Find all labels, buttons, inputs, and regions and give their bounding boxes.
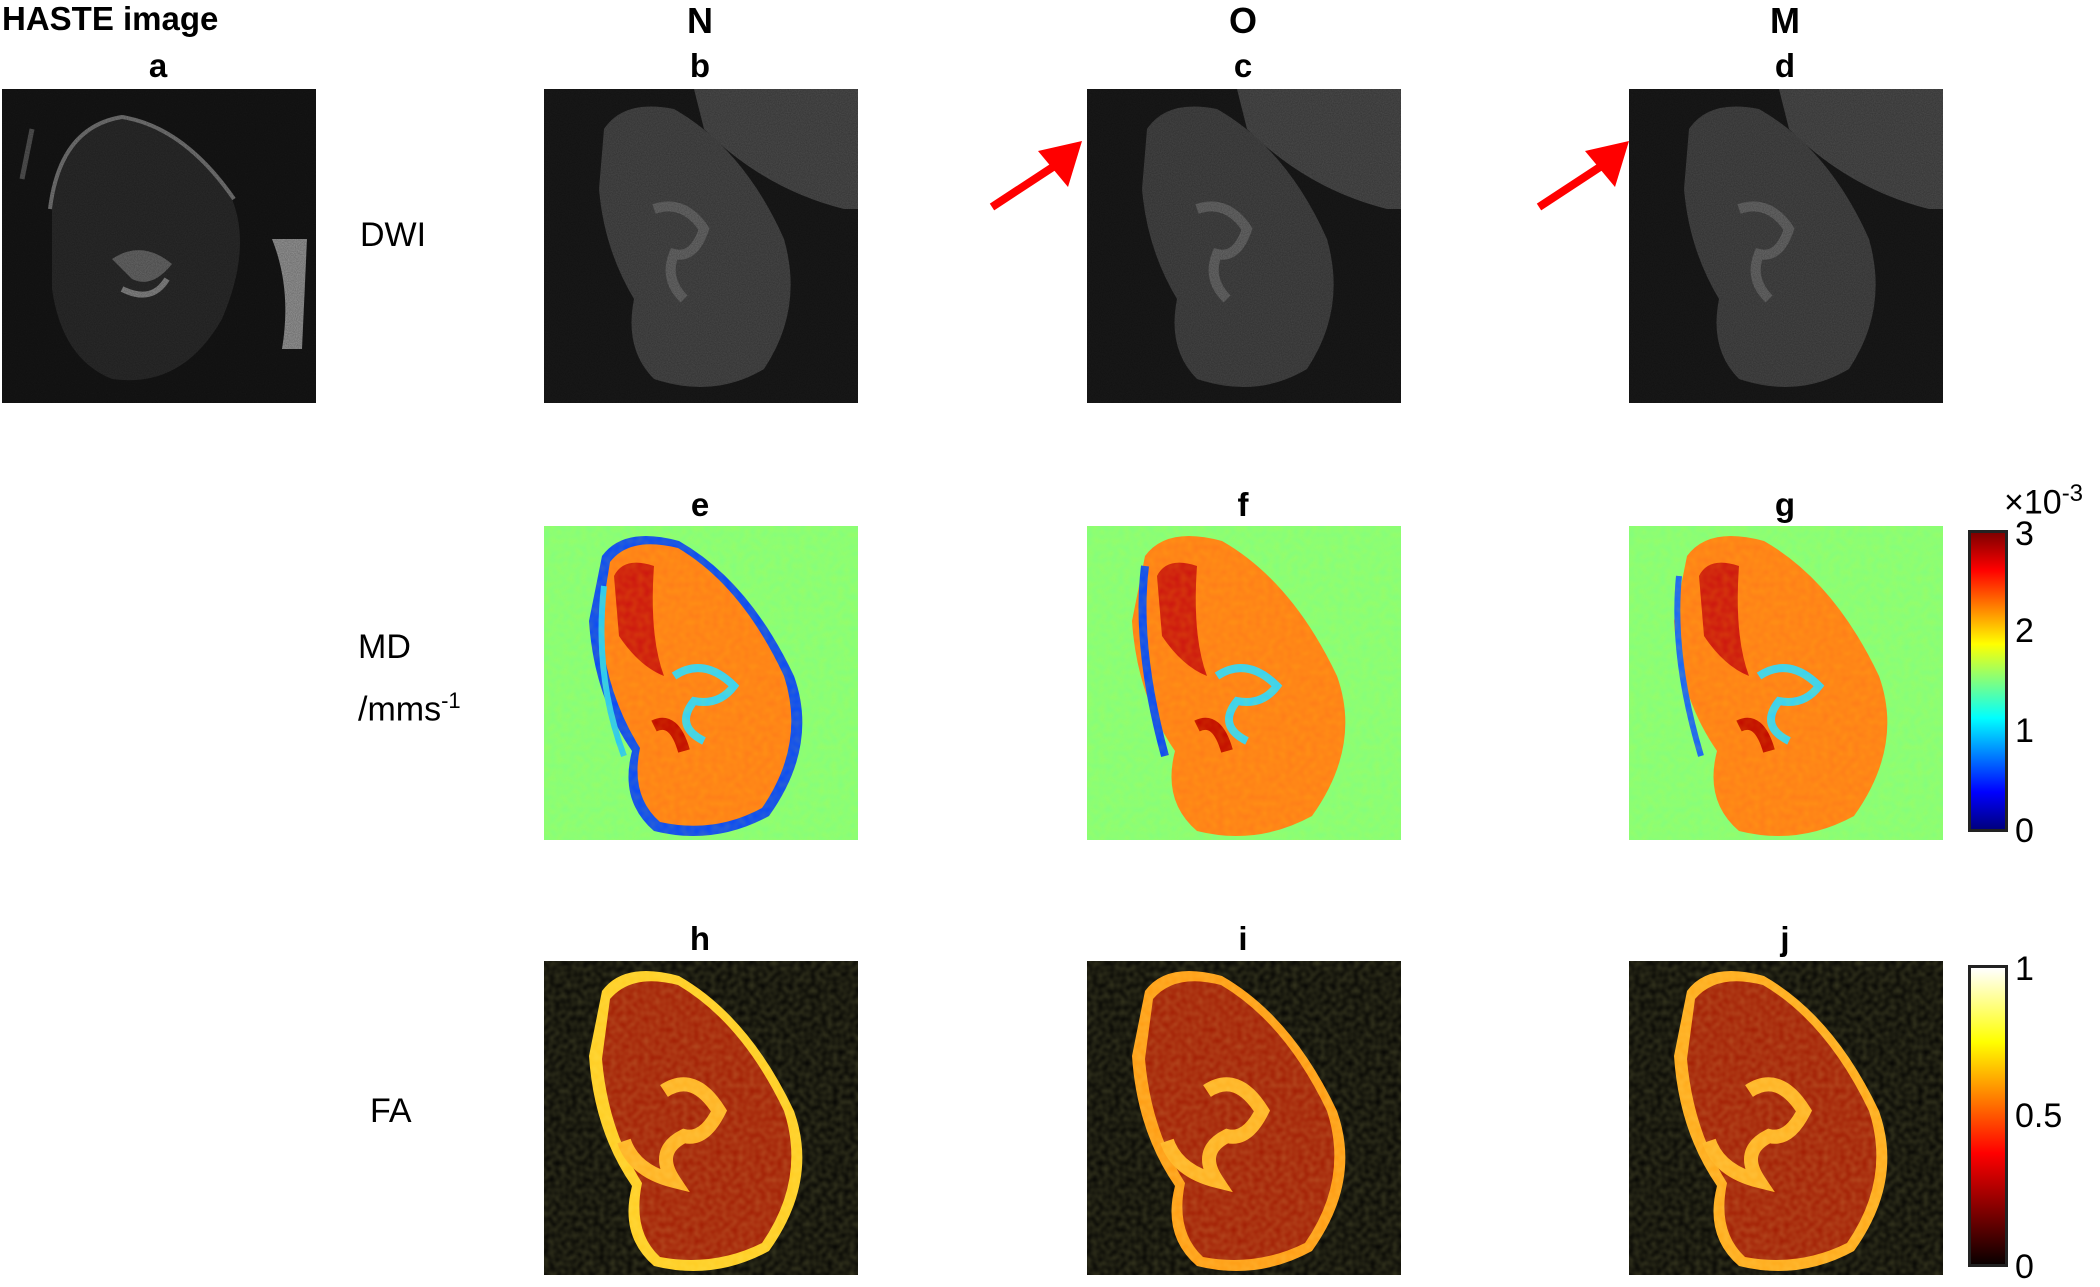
dwi-panel-o (1087, 89, 1401, 403)
md-scale-exponent: -3 (2061, 480, 2084, 507)
md-colorbar-scale: ×10-3 (2004, 480, 2083, 522)
row-label-md-unit: /mms-1 (358, 688, 461, 729)
row-label-md: MD (358, 628, 411, 666)
red-arrow-icon (989, 141, 1082, 211)
haste-image-title: HASTE image (2, 0, 219, 37)
fa-tick-0-5: 0.5 (2015, 1097, 2063, 1135)
panel-letter-i: i (1238, 920, 1248, 957)
haste-image-panel (2, 89, 316, 403)
dwi-panel-n (544, 89, 858, 403)
row-label-fa: FA (370, 1092, 412, 1130)
panel-letter-a: a (148, 47, 168, 84)
md-tick-1: 1 (2015, 712, 2034, 750)
fa-map-panel-m (1629, 961, 1943, 1275)
panel-letter-f: f (1237, 486, 1249, 523)
fa-map-panel-o (1087, 961, 1401, 1275)
row-label-dwi: DWI (360, 216, 427, 254)
md-scale-base: ×10 (2004, 483, 2062, 522)
panel-letter-g: g (1774, 486, 1796, 523)
md-map-panel-n (544, 526, 858, 840)
column-header-n: N (687, 0, 713, 41)
fa-map-panel-n (544, 961, 858, 1275)
md-unit-exponent: -1 (441, 688, 461, 713)
panel-letter-e: e (690, 486, 710, 523)
dwi-panel-m (1629, 89, 1943, 403)
md-colorbar (1968, 530, 2008, 832)
column-header-o: O (1228, 0, 1258, 41)
column-header-m: M (1770, 0, 1800, 41)
panel-letter-b: b (689, 47, 711, 84)
md-map-panel-m (1629, 526, 1943, 840)
md-tick-0: 0 (2015, 812, 2034, 850)
panel-letter-h: h (689, 920, 711, 957)
fa-tick-0: 0 (2015, 1248, 2034, 1286)
md-tick-3: 3 (2015, 515, 2034, 553)
red-arrow-icon (1536, 141, 1629, 211)
panel-letter-d: d (1774, 47, 1796, 84)
fa-tick-1: 1 (2015, 950, 2034, 988)
md-map-panel-o (1087, 526, 1401, 840)
panel-letter-j: j (1780, 920, 1790, 957)
md-tick-2: 2 (2015, 612, 2034, 650)
fa-colorbar (1968, 965, 2008, 1267)
md-unit-base: /mms (358, 690, 442, 729)
panel-letter-c: c (1233, 47, 1253, 84)
